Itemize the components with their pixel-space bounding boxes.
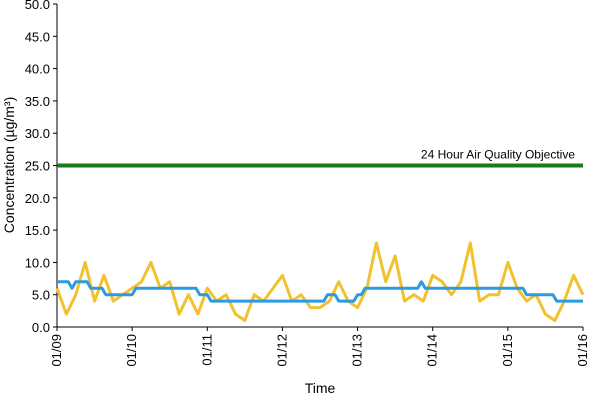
y-tick-label: 10.0 (25, 255, 50, 270)
x-axis-title: Time (305, 380, 336, 396)
data-line (57, 280, 583, 303)
y-tick-label: 40.0 (25, 62, 50, 77)
x-tick-label: 01/15 (500, 334, 515, 367)
y-tick-label: 20.0 (25, 191, 50, 206)
y-tick-label: 30.0 (25, 126, 50, 141)
x-tick-label: 01/10 (124, 334, 139, 367)
y-tick-label: 5.0 (32, 288, 50, 303)
y-tick-label: 35.0 (25, 94, 50, 109)
y-tick-label: 50.0 (25, 0, 50, 12)
x-tick-label: 01/13 (350, 334, 365, 367)
x-tick-label: 01/11 (199, 334, 214, 366)
x-tick-label: 01/12 (274, 334, 289, 367)
x-tick-label: 01/09 (49, 334, 64, 367)
y-tick-label: 45.0 (25, 29, 50, 44)
y-tick-label: 0.0 (32, 320, 50, 335)
y-axis-title: Concentration (µg/m³) (1, 97, 17, 233)
reference-label: 24 Hour Air Quality Objective (421, 148, 575, 162)
x-tick-label: 01/14 (425, 334, 440, 367)
data-line (55, 241, 585, 323)
y-tick-label: 15.0 (25, 223, 50, 238)
y-tick-label: 25.0 (25, 159, 50, 174)
x-tick-label: 01/16 (575, 334, 590, 367)
